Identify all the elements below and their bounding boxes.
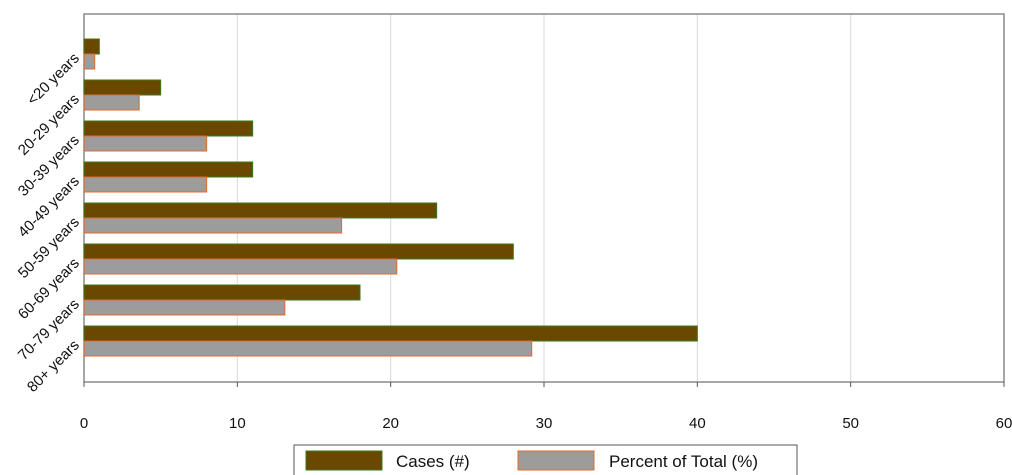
bar-percent [83,340,533,357]
x-tick-label: 0 [80,415,88,432]
bar-cases [83,243,514,260]
x-tick-label: 50 [842,415,859,432]
bar-percent [83,53,96,70]
legend: Cases (#) Percent of Total (%) [293,444,798,475]
x-tick-label: 40 [689,415,706,432]
bar-percent [83,258,398,275]
legend-label-percent: Percent of Total (%) [609,452,758,471]
bar-cases [83,325,698,342]
x-tick-label: 10 [229,415,246,432]
legend-label-cases: Cases (#) [396,452,470,471]
bar-percent [83,135,208,152]
bar-cases [83,161,254,178]
bar-cases [83,79,162,96]
x-axis: 0 10 20 30 40 50 60 [80,382,1012,432]
bar-percent [83,94,140,111]
bar-cases [83,284,361,301]
bar-percent [83,217,343,234]
x-tick-label: 60 [996,415,1012,432]
legend-swatch-cases [305,450,383,471]
x-tick-label: 20 [382,415,399,432]
bar-cases [83,120,254,137]
bar-cases [83,202,438,219]
bars-group [83,38,698,357]
x-tick-label: 30 [536,415,553,432]
bar-percent [83,176,208,193]
gridlines [236,14,852,382]
bar-percent [83,299,286,316]
bar-cases [83,38,100,55]
legend-swatch-percent [517,450,595,471]
